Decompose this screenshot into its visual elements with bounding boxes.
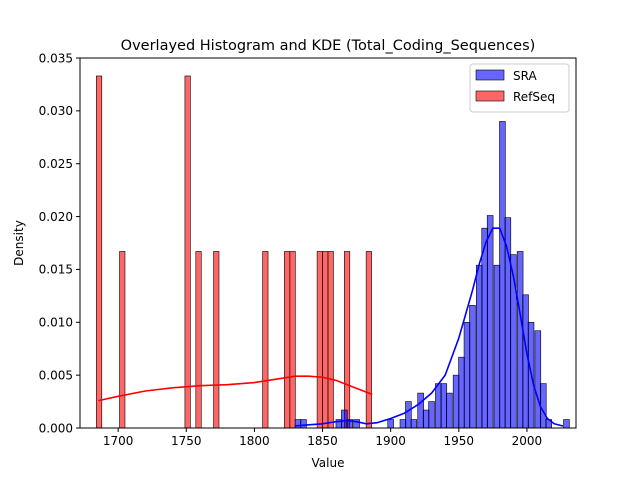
histogram-bar-refseq	[184, 75, 191, 429]
histogram-bar-sra	[458, 356, 465, 429]
histogram-bar-sra	[341, 409, 348, 429]
histogram-bar-sra	[410, 419, 418, 429]
histogram-bar-sra	[493, 264, 501, 429]
histogram-bar-refseq	[289, 251, 296, 429]
x-tick-label: 1800	[239, 434, 270, 448]
y-tick-label: 0.010	[39, 316, 73, 330]
histogram-bar-refseq	[284, 251, 291, 429]
kde-line-refseq	[98, 375, 373, 402]
legend: SRA RefSeq	[469, 63, 570, 113]
legend-label-refseq: RefSeq	[513, 90, 555, 104]
x-tick-label: 2000	[512, 434, 543, 448]
x-axis-ticks: 1700 1750 1800 1850 1900 1950 2000	[103, 428, 542, 448]
x-tick-label: 1950	[444, 434, 475, 448]
histogram-bar-sra	[481, 227, 488, 429]
histogram-bar-sra	[300, 419, 307, 429]
legend-swatch-refseq	[475, 90, 505, 102]
histogram-bar-refseq	[195, 251, 202, 429]
histogram-bar-refseq	[262, 251, 269, 429]
histogram-bar-refseq	[344, 251, 351, 429]
y-axis-label: Density	[12, 220, 26, 266]
histogram-bar-sra	[387, 419, 394, 429]
histogram-bar-sra	[428, 401, 435, 429]
histogram-bar-sra	[417, 392, 424, 429]
y-tick-label: 0.035	[39, 51, 73, 65]
histogram-bar-refseq	[316, 251, 323, 429]
x-tick-label: 1750	[171, 434, 202, 448]
histogram-bar-sra	[463, 321, 471, 429]
histogram-bar-refseq	[213, 251, 220, 429]
histogram-bar-sra	[486, 215, 494, 429]
histogram-bar-refseq	[322, 251, 329, 429]
y-tick-label: 0.025	[39, 157, 73, 171]
histogram-bar-sra	[563, 419, 570, 429]
histogram-bar-sra	[446, 392, 453, 429]
legend-swatch-sra	[475, 69, 505, 81]
chart-title: Overlayed Histogram and KDE (Total_Codin…	[121, 38, 536, 54]
histogram-bar-sra	[499, 121, 506, 429]
histogram-bar-refseq	[365, 251, 372, 429]
x-tick-label: 1850	[307, 434, 338, 448]
histogram-bar-sra	[440, 383, 448, 429]
kde-line-sra	[294, 227, 564, 427]
histogram-bar-refseq	[96, 75, 103, 429]
y-tick-label: 0.005	[39, 368, 73, 382]
histogram-bar-sra	[510, 254, 517, 429]
histogram-bar-sra	[516, 251, 524, 429]
axes-frame	[79, 57, 577, 429]
x-tick-label: 1700	[103, 434, 134, 448]
histogram-bar-sra	[452, 374, 460, 429]
histogram-bar-refseq	[119, 251, 126, 429]
histogram-bar-sra	[540, 383, 547, 429]
y-axis-ticks: 0.000 0.005 0.010 0.015 0.020 0.025 0.030 0.035	[39, 51, 80, 435]
histogram-bar-sra	[534, 330, 542, 429]
legend-label-sra: SRA	[513, 69, 537, 83]
histogram-bar-refseq	[327, 251, 334, 429]
y-tick-label: 0.030	[39, 104, 73, 118]
histogram-bar-sra	[422, 409, 430, 429]
histogram-bar-sra	[294, 419, 302, 429]
x-axis-label: Value	[312, 456, 345, 470]
histogram-bar-sra	[435, 383, 442, 429]
histogram-bar-sra	[405, 401, 412, 429]
histogram-bar-sra	[469, 305, 476, 429]
y-tick-label: 0.015	[39, 263, 73, 277]
y-tick-label: 0.020	[39, 210, 73, 224]
histogram-bar-sra	[522, 294, 529, 429]
x-tick-label: 1900	[375, 434, 406, 448]
histogram-bar-sra	[399, 419, 407, 429]
histogram-bar-sra	[476, 264, 483, 429]
y-tick-label: 0.000	[39, 421, 73, 435]
